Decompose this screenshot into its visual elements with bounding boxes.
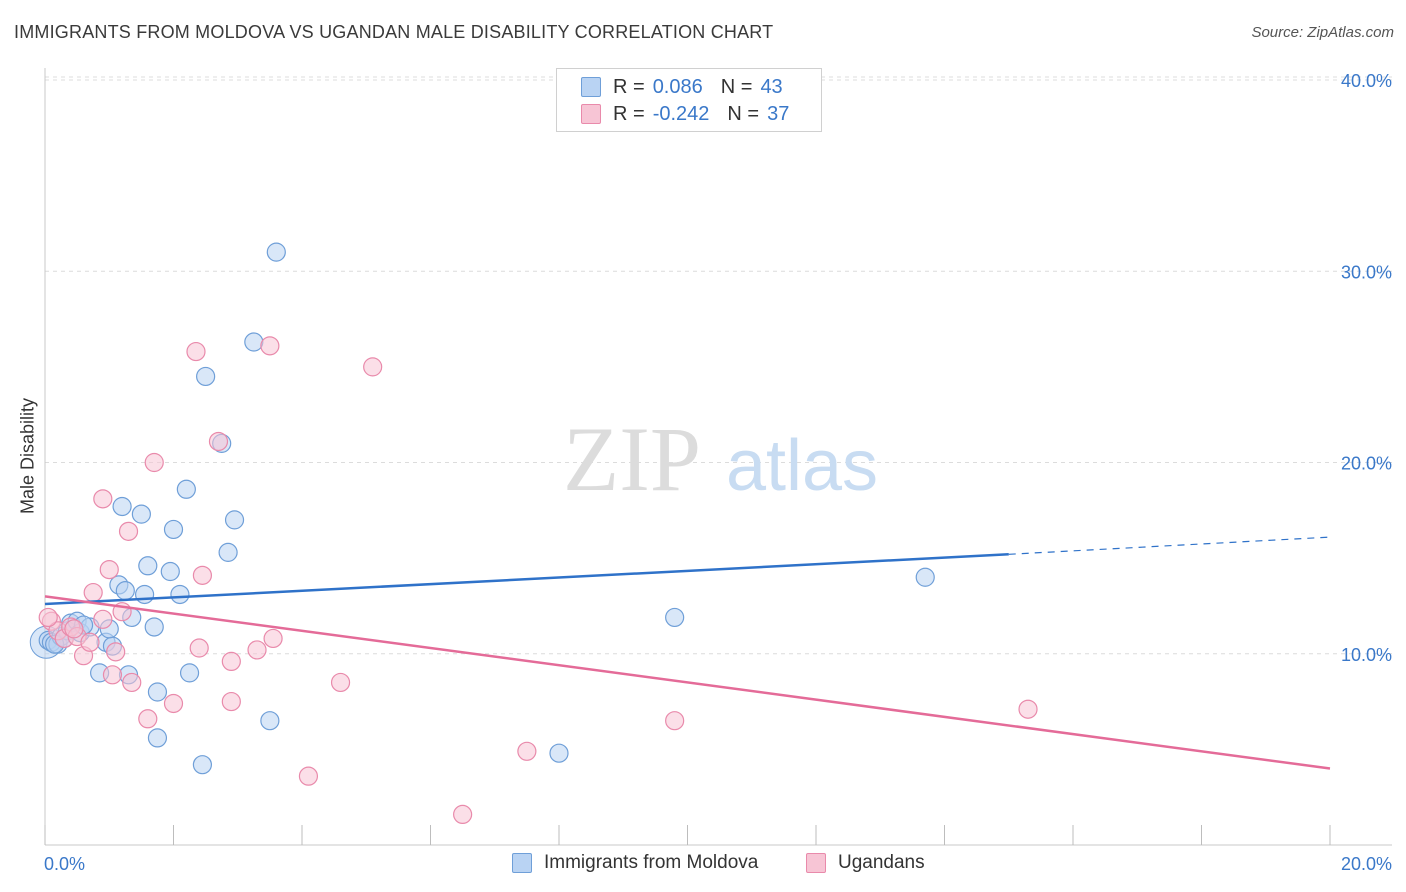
data-point — [138, 556, 158, 576]
legend-r-label: R = — [613, 102, 645, 125]
grid-lines — [45, 76, 1392, 655]
data-point — [260, 711, 280, 731]
data-point — [196, 366, 216, 387]
data-point — [147, 728, 168, 748]
legend-item-ugandans[interactable]: Ugandans — [806, 852, 925, 874]
trend-lines — [44, 536, 1331, 770]
data-point — [134, 584, 155, 605]
data-point — [106, 642, 126, 662]
data-point — [244, 332, 264, 352]
data-point — [221, 691, 241, 712]
data-point — [160, 561, 180, 582]
legend-row-ugandans: R = -0.242 N = 37 — [581, 102, 789, 126]
data-point — [330, 672, 351, 693]
data-point — [192, 565, 213, 585]
trend-line-moldova — [44, 553, 1009, 606]
x-tick-label: 20.0% — [1341, 854, 1392, 874]
source-label: Source: ZipAtlas.com — [1251, 24, 1394, 41]
data-point — [186, 341, 206, 362]
correlation-legend: R = 0.086 N = 43 R = -0.242 N = 37 — [556, 68, 822, 132]
legend-label-ugandans: Ugandans — [838, 852, 925, 873]
axes — [44, 68, 1392, 846]
data-point — [99, 559, 119, 580]
legend-swatch-moldova — [512, 853, 532, 873]
data-point — [665, 607, 685, 628]
data-point — [83, 582, 103, 603]
data-point — [112, 496, 132, 517]
data-point — [115, 581, 135, 601]
chart-title: IMMIGRANTS FROM MOLDOVA VS UGANDAN MALE … — [14, 22, 774, 42]
data-point — [247, 640, 267, 660]
data-point — [122, 672, 142, 693]
x-tick-label: 0.0% — [44, 854, 85, 874]
data-point — [131, 504, 151, 524]
legend-n-label: N = — [720, 75, 753, 98]
series-ugandans-points — [38, 336, 1038, 825]
y-tick-label: 20.0% — [1341, 454, 1392, 474]
data-point — [93, 489, 113, 509]
legend-n-value: 37 — [767, 102, 790, 125]
legend-label-moldova: Immigrants from Moldova — [544, 852, 759, 873]
legend-r-value: 0.086 — [652, 75, 703, 98]
data-point — [915, 567, 935, 587]
data-point — [170, 584, 190, 605]
data-point — [266, 242, 286, 262]
data-point — [93, 609, 113, 629]
legend-swatch-ugandans — [581, 104, 601, 124]
data-point — [517, 741, 537, 761]
legend-swatch-ugandans — [806, 853, 826, 873]
y-tick-label: 30.0% — [1341, 262, 1392, 282]
data-point — [189, 638, 209, 658]
watermark: ZIP atlas — [563, 408, 878, 510]
watermark-atlas: atlas — [726, 426, 878, 506]
data-point — [263, 628, 283, 649]
data-point — [64, 619, 84, 639]
legend-n-value: 43 — [760, 75, 783, 98]
data-point — [665, 711, 685, 731]
data-point — [260, 336, 280, 356]
y-axis-label: Male Disability — [17, 397, 38, 515]
legend-item-moldova[interactable]: Immigrants from Moldova — [512, 852, 758, 874]
data-point — [192, 755, 213, 775]
data-point — [38, 607, 58, 628]
watermark-zip: ZIP — [563, 408, 701, 510]
data-point — [1018, 699, 1038, 719]
data-point — [144, 452, 164, 473]
trend-line-moldova-extension — [1008, 536, 1331, 555]
y-tick-label: 40.0% — [1341, 71, 1392, 91]
tick-labels: 10.0% 20.0% 30.0% 40.0% 0.0% 20.0% — [44, 71, 1392, 874]
data-point — [176, 479, 196, 499]
data-point — [163, 693, 184, 714]
legend-row-moldova: R = 0.086 N = 43 — [581, 75, 783, 99]
data-point — [144, 617, 164, 637]
data-point — [138, 709, 158, 729]
data-point — [147, 682, 168, 702]
data-point — [363, 357, 383, 377]
data-point — [298, 766, 319, 786]
data-point — [118, 521, 139, 541]
data-point — [163, 519, 184, 540]
data-point — [218, 542, 238, 562]
data-point — [102, 665, 123, 685]
data-point — [549, 743, 569, 763]
legend-r-label: R = — [613, 75, 645, 98]
data-point — [221, 651, 241, 672]
trend-line-ugandans — [44, 595, 1331, 770]
legend-r-value: -0.242 — [652, 102, 710, 125]
series-moldova-points — [29, 242, 935, 775]
data-point — [208, 431, 229, 452]
legend-n-label: N = — [727, 102, 760, 125]
legend-swatch-moldova — [581, 77, 601, 97]
data-point — [179, 663, 200, 683]
series-legend: Immigrants from Moldova Ugandans — [0, 852, 1406, 878]
data-point — [80, 632, 100, 652]
y-tick-label: 10.0% — [1341, 645, 1392, 665]
data-point — [224, 510, 245, 530]
data-point — [453, 804, 473, 825]
